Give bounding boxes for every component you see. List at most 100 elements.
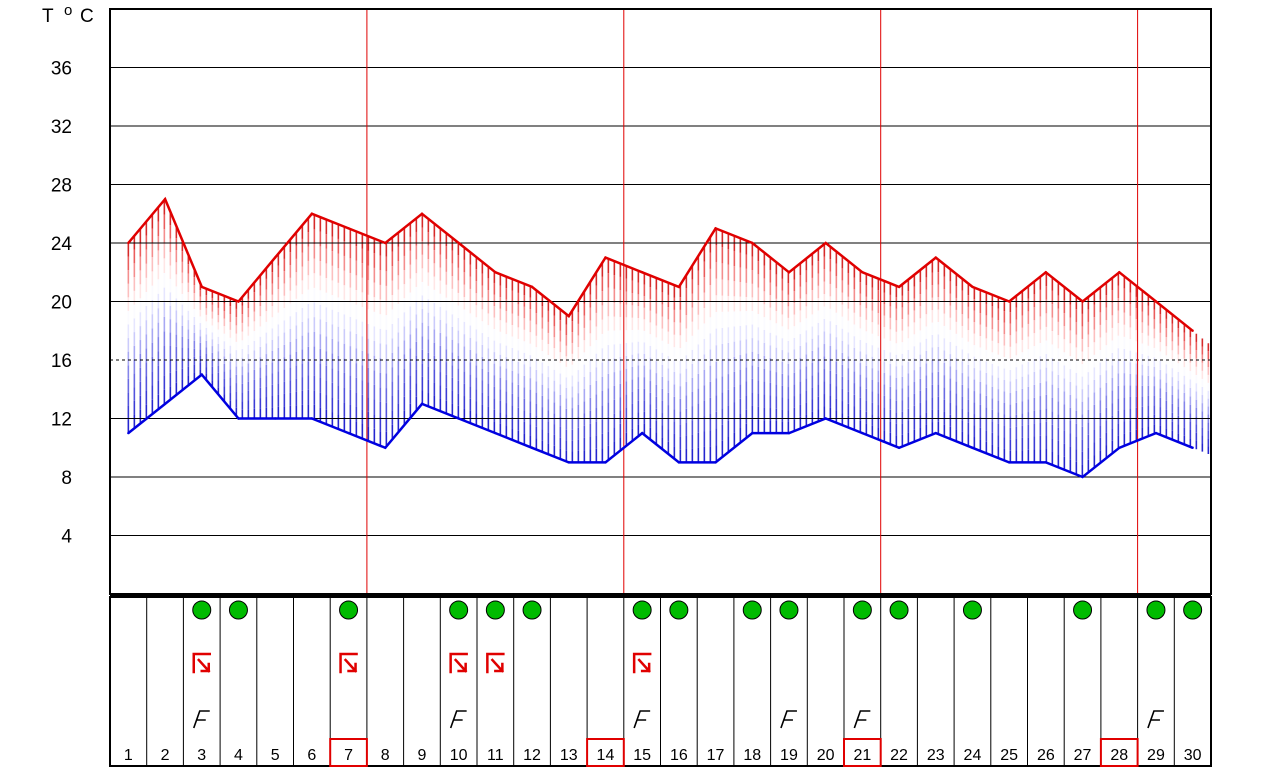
max-temp-point	[457, 241, 460, 245]
day-label: 22	[890, 747, 908, 764]
f-symbol-shape	[853, 710, 871, 729]
highlighted-day-box	[586, 738, 625, 767]
max-temp-point	[861, 271, 864, 274]
y-tick-label: 32	[51, 117, 72, 138]
min-temp-point	[163, 402, 167, 406]
day-label: 5	[271, 747, 280, 764]
max-temp-point	[530, 285, 534, 289]
max-temp-point	[824, 241, 827, 245]
min-temp-point	[200, 373, 203, 376]
max-temp-point	[1154, 300, 1158, 303]
red-arrow-icon	[339, 652, 358, 674]
min-temp-point	[640, 431, 644, 435]
y-axis-title-t: T	[42, 6, 54, 27]
f-symbol-shape	[449, 710, 467, 729]
green-circle-icon	[962, 600, 982, 620]
f-symbol-icon	[192, 710, 210, 729]
min-temp-point	[1118, 446, 1121, 449]
f-symbol-icon	[853, 710, 871, 729]
day-label: 3	[197, 747, 206, 764]
green-circle-icon	[522, 600, 542, 620]
day-label: 27	[1074, 747, 1092, 764]
min-temp-point	[273, 417, 277, 420]
day-label: 25	[1000, 747, 1018, 764]
min-temp-point	[934, 431, 937, 435]
day-label: 21	[853, 747, 871, 764]
min-temp-point	[237, 417, 240, 420]
min-temp-point	[1191, 446, 1194, 449]
min-temp-point	[714, 461, 717, 464]
highlighted-day-box	[843, 738, 882, 767]
max-temp-point	[1081, 300, 1084, 303]
min-temp-point	[494, 431, 497, 435]
min-temp-point	[567, 461, 570, 464]
f-symbol-icon	[633, 710, 651, 729]
max-temp-point	[934, 256, 937, 259]
day-label: 11	[487, 747, 504, 764]
min-temp-point	[457, 417, 460, 420]
max-temp-point	[567, 314, 570, 318]
y-tick-labels: 4 8 12 16 20 24 28 32 36	[51, 59, 73, 548]
max-temp-point	[714, 227, 717, 230]
green-circle-icon	[1073, 600, 1093, 620]
max-temp-point	[420, 212, 424, 215]
series-lines	[127, 196, 1194, 479]
min-temp-line	[127, 372, 1194, 479]
y-tick-label: 4	[61, 527, 72, 548]
min-temp-point	[1007, 461, 1011, 464]
min-temp-point	[347, 431, 350, 435]
max-temp-point	[677, 285, 681, 289]
min-temp-point	[1154, 431, 1158, 435]
max-temp-point	[1044, 271, 1048, 274]
f-symbol-icon	[1147, 710, 1164, 729]
red-arrow-icon	[632, 652, 652, 674]
red-arrow-shape	[192, 652, 211, 674]
day-label: 1	[124, 747, 133, 764]
green-circle-icon	[339, 600, 359, 620]
day-label: 7	[344, 747, 353, 764]
max-temp-point	[971, 285, 974, 289]
min-temp-point	[1044, 461, 1048, 464]
min-temp-point	[1081, 475, 1084, 479]
green-circle-icon	[449, 600, 469, 620]
green-circle-icon	[485, 600, 505, 620]
day-label: 4	[234, 747, 243, 764]
max-temp-point	[347, 227, 350, 230]
min-temp-point	[897, 446, 901, 449]
grid	[109, 8, 1212, 595]
y-tick-label: 12	[51, 410, 72, 431]
min-temp-point	[420, 402, 424, 406]
day-label: 2	[161, 747, 170, 764]
max-temp-point	[1007, 300, 1011, 303]
min-temp-point	[751, 431, 754, 435]
max-temp-point	[751, 241, 754, 245]
max-temp-point	[384, 241, 387, 245]
min-temp-point	[787, 431, 791, 435]
red-arrow-icon	[449, 652, 468, 674]
green-circle-icon	[852, 600, 872, 620]
red-arrow-shape	[339, 652, 358, 674]
day-label: 20	[817, 747, 835, 764]
day-label: 17	[707, 747, 725, 764]
day-label: 10	[450, 747, 468, 764]
min-temp-point	[677, 461, 681, 464]
day-label: 9	[417, 747, 426, 764]
green-circle-icon	[632, 600, 652, 620]
highlighted-day-box	[1099, 738, 1139, 767]
green-circle-icon	[1146, 600, 1166, 620]
day-label: 6	[307, 747, 316, 764]
green-circle-icon	[669, 600, 689, 620]
max-temp-point	[1118, 271, 1121, 274]
y-axis-title-c: C	[80, 6, 94, 27]
f-symbol-shape	[780, 710, 797, 729]
max-temp-point	[787, 271, 791, 274]
min-temp-point	[824, 417, 827, 420]
f-symbol-shape	[1147, 710, 1164, 729]
green-circle-icon	[192, 600, 212, 620]
red-arrow-icon	[192, 652, 211, 674]
green-circle-icon	[1183, 600, 1203, 620]
day-label: 13	[560, 747, 578, 764]
green-circle-icon	[742, 600, 762, 620]
red-arrow-shape	[632, 652, 652, 674]
day-label: 12	[523, 747, 541, 764]
